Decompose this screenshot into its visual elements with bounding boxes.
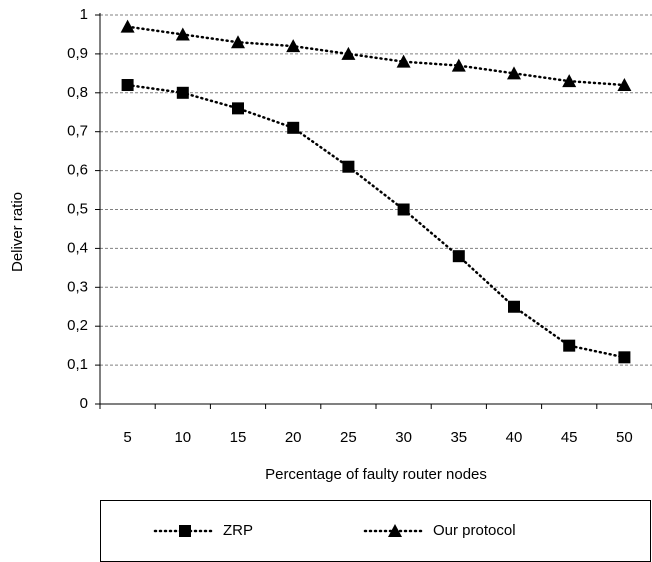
marker-square [287, 121, 300, 134]
marker-square [232, 102, 244, 115]
marker-triangle [507, 66, 521, 80]
x-tick-label: 40 [506, 429, 523, 446]
marker-triangle [231, 35, 245, 49]
marker-square [342, 160, 355, 173]
x-tick-label: 30 [395, 429, 412, 446]
y-tick-label: 0,4 [67, 239, 88, 256]
x-tick-label: 5 [123, 429, 131, 446]
marker-square [121, 79, 134, 92]
marker-triangle [396, 54, 411, 68]
y-tick-label: 0,2 [67, 317, 88, 334]
x-tick-label: 35 [450, 429, 467, 446]
y-tick-label: 0 [80, 395, 88, 412]
x-tick-label: 10 [174, 429, 191, 446]
marker-triangle [451, 58, 466, 72]
y-tick-label: 0,5 [67, 200, 88, 217]
y-tick-label: 0,3 [67, 278, 88, 295]
legend-label: Our protocol [433, 522, 516, 539]
marker-triangle [617, 78, 632, 92]
marker-square [452, 250, 465, 263]
marker-triangle [286, 39, 301, 53]
x-axis-label: Percentage of faulty router nodes [265, 466, 487, 483]
marker-square [508, 300, 520, 313]
marker-square [176, 86, 189, 99]
x-tick-label: 50 [616, 429, 633, 446]
x-tick-label: 20 [285, 429, 302, 446]
y-tick-label: 0,7 [67, 123, 88, 140]
y-tick-label: 0,9 [67, 45, 88, 62]
marker-square [563, 339, 576, 352]
series-line [126, 25, 626, 87]
x-tick-label: 45 [561, 429, 578, 446]
legend-marker [388, 524, 402, 537]
marker-triangle [341, 46, 356, 60]
series-line [126, 83, 626, 359]
legend-label: ZRP [223, 522, 253, 539]
legend-marker [179, 525, 191, 537]
y-tick-label: 0,1 [67, 356, 88, 373]
y-tick-label: 0,6 [67, 162, 88, 179]
x-tick-label: 25 [340, 429, 357, 446]
y-tick-label: 0,8 [67, 84, 88, 101]
y-tick-label: 1 [80, 6, 88, 23]
marker-triangle [175, 27, 190, 41]
marker-square [397, 203, 410, 216]
y-axis-label: Deliver ratio [9, 192, 26, 272]
marker-triangle [562, 74, 577, 88]
marker-square [618, 351, 631, 364]
marker-triangle [120, 19, 135, 33]
x-tick-label: 15 [230, 429, 247, 446]
